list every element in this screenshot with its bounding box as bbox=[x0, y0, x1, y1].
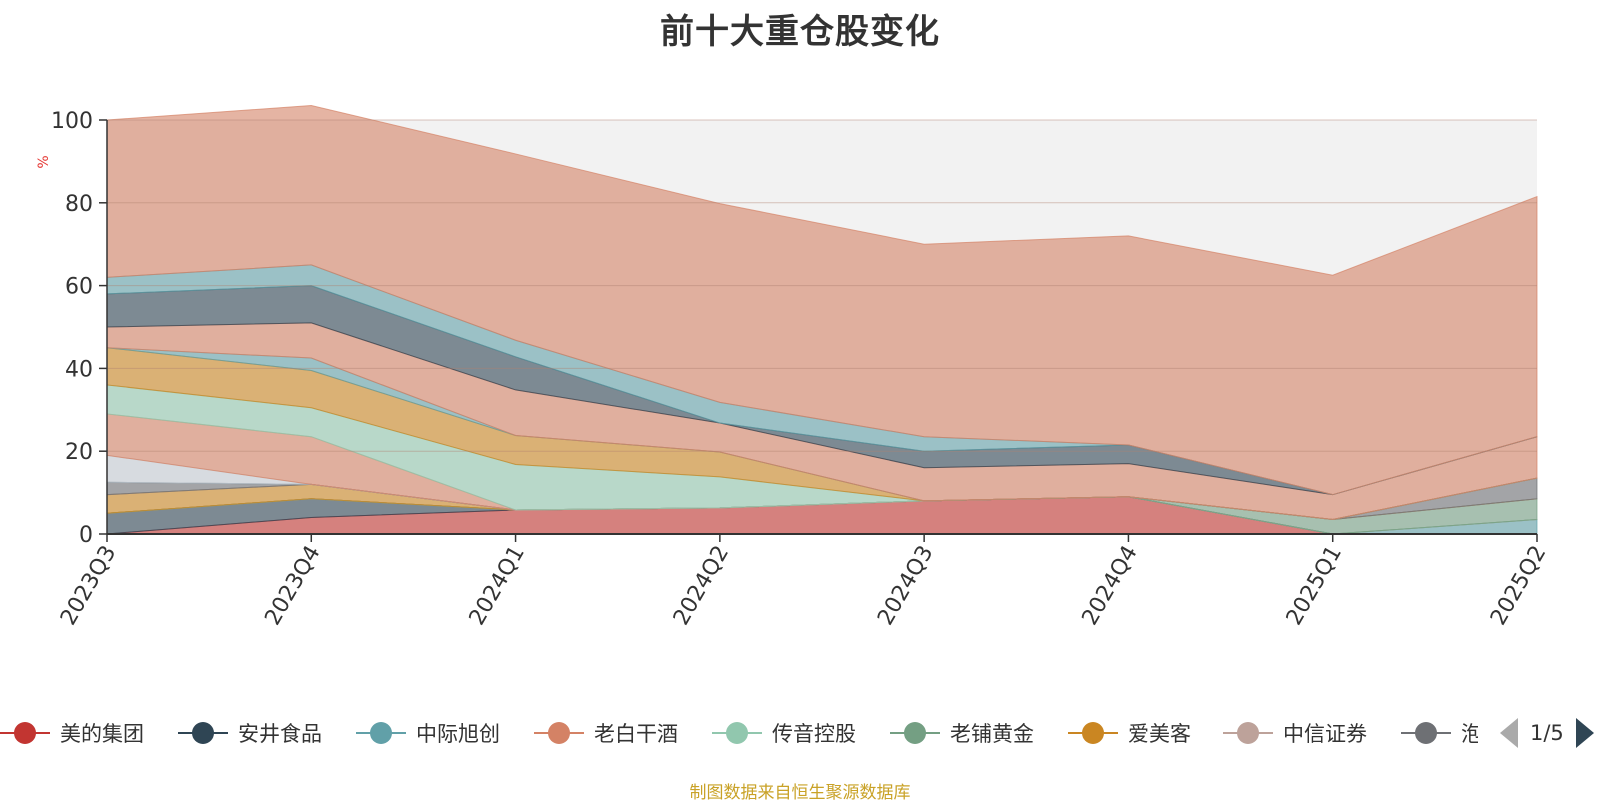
legend: 美的集团 安井食品 中际旭创 老白干酒 传音控股 老铺黄金 爱美客 中信证券 泡泡玛特 1/5 bbox=[0, 713, 1600, 753]
legend-marker-icon bbox=[356, 722, 406, 744]
legend-pager: 1/5 bbox=[1500, 713, 1594, 753]
x-tick-label: 2023Q3 bbox=[56, 542, 121, 630]
y-tick-label: 60 bbox=[65, 275, 93, 300]
x-tick-label: 2024Q4 bbox=[1078, 542, 1143, 630]
legend-label: 老铺黄金 bbox=[950, 722, 1034, 746]
legend-marker-icon bbox=[890, 722, 940, 744]
legend-marker-icon bbox=[1223, 722, 1273, 744]
area-series-19[interactable] bbox=[106, 105, 1538, 496]
legend-marker-icon bbox=[1068, 722, 1118, 744]
legend-label: 老白干酒 bbox=[594, 722, 678, 746]
legend-item[interactable]: 美的集团 bbox=[0, 713, 144, 753]
legend-item[interactable]: 爱美客 bbox=[1068, 713, 1191, 753]
legend-marker-icon bbox=[1401, 722, 1451, 744]
legend-marker-icon bbox=[178, 722, 228, 744]
legend-label: 传音控股 bbox=[772, 722, 856, 746]
legend-item[interactable]: 老铺黄金 bbox=[890, 713, 1034, 753]
legend-item[interactable]: 安井食品 bbox=[178, 713, 322, 753]
legend-label: 安井食品 bbox=[238, 722, 322, 746]
legend-item[interactable]: 中信证券 bbox=[1223, 713, 1367, 753]
legend-marker-icon bbox=[0, 722, 50, 744]
chart-area: 0 20 40 60 80 100 2023Q3 2023Q4 2024Q1 2024Q2 2024… bbox=[36, 105, 1551, 630]
legend-item[interactable]: 中际旭创 bbox=[356, 713, 500, 753]
legend-label: 美的集团 bbox=[60, 722, 144, 746]
legend-page-indicator: 1/5 bbox=[1530, 721, 1564, 745]
x-tick-label: 2023Q4 bbox=[260, 542, 325, 630]
legend-label: 泡泡玛特 bbox=[1461, 722, 1478, 746]
legend-marker-icon bbox=[712, 722, 762, 744]
legend-item[interactable]: 老白干酒 bbox=[534, 713, 678, 753]
legend-next-page-icon[interactable] bbox=[1575, 718, 1594, 748]
chart-title: 前十大重仓股变化 bbox=[660, 12, 940, 52]
x-tick-label: 2024Q2 bbox=[669, 542, 734, 630]
data-source-note: 制图数据来自恒生聚源数据库 bbox=[689, 783, 911, 803]
legend-label: 中际旭创 bbox=[416, 722, 500, 746]
y-tick-label: 100 bbox=[51, 109, 93, 134]
legend-item[interactable]: 泡泡玛特 bbox=[1401, 713, 1478, 753]
x-tick-label: 2025Q2 bbox=[1486, 542, 1551, 630]
legend-label: 爱美客 bbox=[1128, 722, 1191, 746]
legend-prev-page-icon[interactable] bbox=[1500, 718, 1518, 748]
x-tick-label: 2025Q1 bbox=[1282, 542, 1347, 630]
legend-label: 中信证券 bbox=[1283, 722, 1367, 746]
y-tick-label: 0 bbox=[79, 523, 93, 548]
legend-marker-icon bbox=[534, 722, 584, 744]
legend-item[interactable]: 传音控股 bbox=[712, 713, 856, 753]
x-tick-label: 2024Q1 bbox=[465, 542, 530, 630]
y-axis-label: % bbox=[36, 155, 52, 168]
y-tick-label: 80 bbox=[65, 192, 93, 217]
x-tick-label: 2024Q3 bbox=[873, 542, 938, 630]
y-tick-label: 40 bbox=[65, 357, 93, 382]
y-tick-label: 20 bbox=[65, 440, 93, 465]
